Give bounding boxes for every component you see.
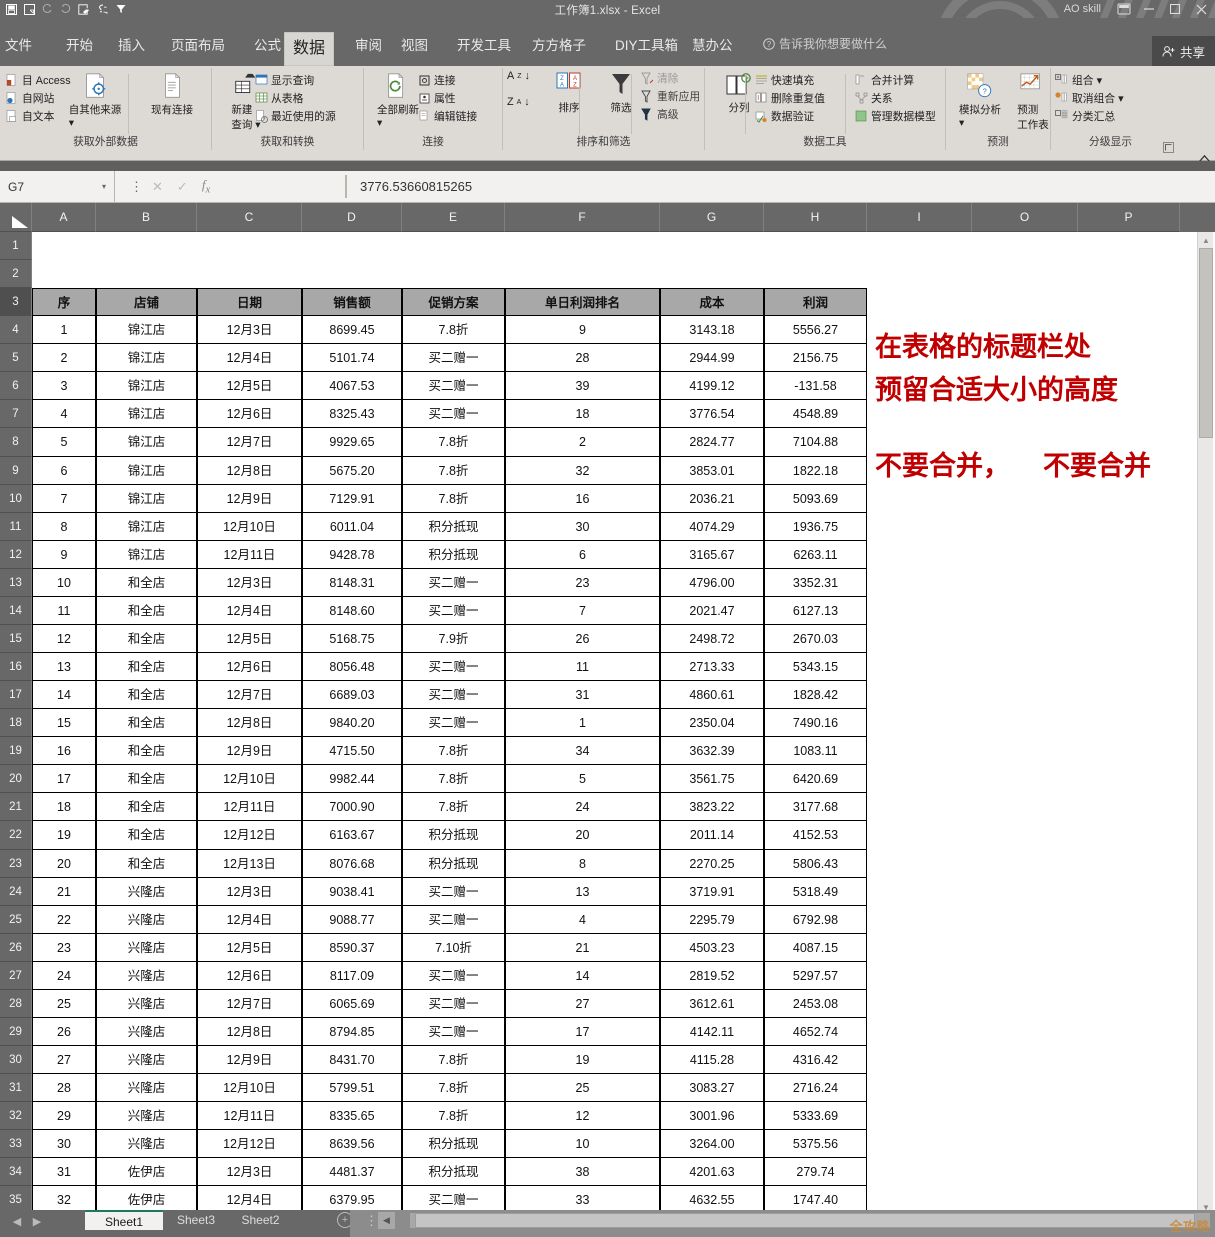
svg-text:Z: Z <box>560 76 564 82</box>
svg-text:A: A <box>573 76 577 82</box>
svg-text:A: A <box>560 83 564 89</box>
svg-text:?: ? <box>767 40 772 49</box>
svg-text:?: ? <box>983 86 987 95</box>
svg-text:Z: Z <box>573 83 577 89</box>
